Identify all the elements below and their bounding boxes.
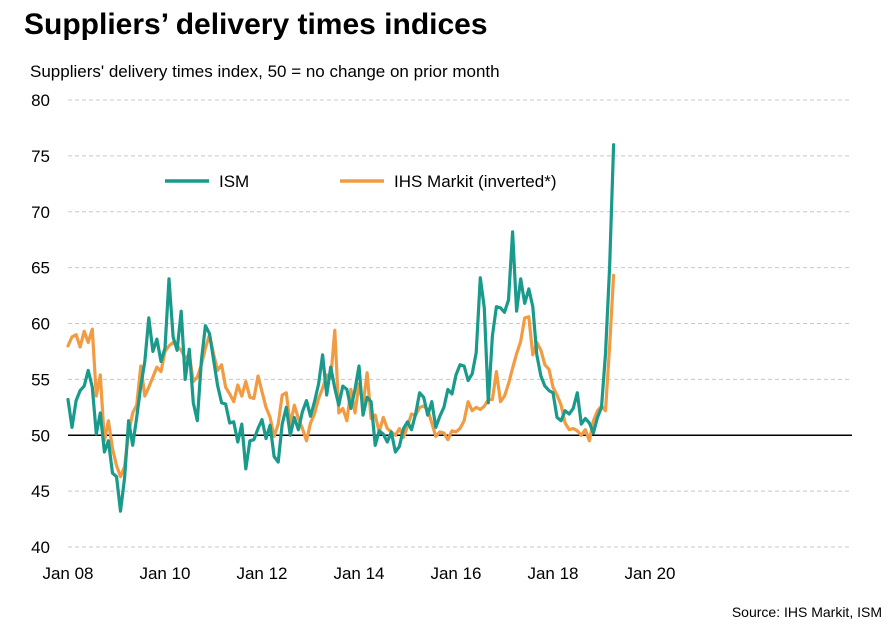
y-tick-label: 50	[31, 426, 50, 445]
series-group	[66, 143, 616, 513]
y-tick-label: 65	[31, 259, 50, 278]
y-tick-label: 55	[31, 370, 50, 389]
series-line-ihs-markit	[66, 273, 616, 479]
x-tick-label: Jan 10	[139, 564, 190, 583]
y-tick-label: 40	[31, 538, 50, 557]
y-tick-label: 45	[31, 482, 50, 501]
legend: ISM IHS Markit (inverted*)	[165, 172, 556, 191]
gridlines	[68, 99, 852, 548]
x-tick-label: Jan 18	[527, 564, 578, 583]
x-tick-label: Jan 08	[42, 564, 93, 583]
source-note: Source: IHS Markit, ISM	[731, 604, 882, 620]
x-tick-label: Jan 14	[333, 564, 384, 583]
y-tick-label: 70	[31, 203, 50, 222]
y-tick-label: 80	[31, 91, 50, 110]
legend-label-ihs-markit: IHS Markit (inverted*)	[394, 172, 556, 191]
series-line-ism	[66, 143, 616, 513]
x-tick-label: Jan 20	[624, 564, 675, 583]
x-axis: Jan 08 Jan 10 Jan 12 Jan 14 Jan 16 Jan 18 Jan …	[42, 564, 675, 583]
x-tick-label: Jan 12	[236, 564, 287, 583]
y-tick-label: 75	[31, 147, 50, 166]
legend-label-ism: ISM	[219, 172, 249, 191]
chart-title: Suppliers’ delivery times indices	[24, 8, 488, 41]
x-tick-label: Jan 16	[430, 564, 481, 583]
chart-subtitle: Suppliers' delivery times index, 50 = no…	[30, 62, 500, 81]
y-axis: 40 45 50 55 60 65 70 75 80	[31, 91, 50, 557]
y-tick-label: 60	[31, 315, 50, 334]
